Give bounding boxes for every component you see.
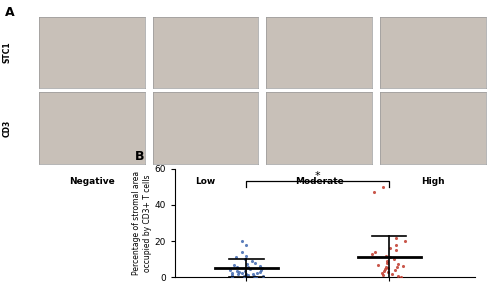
Point — [234, 272, 242, 277]
Point — [257, 268, 265, 273]
Point — [246, 267, 254, 272]
Text: Low: Low — [196, 177, 216, 186]
Point — [242, 243, 250, 247]
Text: B: B — [135, 150, 144, 163]
Point — [235, 270, 243, 274]
Point — [386, 246, 394, 251]
Point — [372, 250, 380, 254]
Point — [238, 271, 246, 275]
Point — [381, 267, 389, 272]
Point — [250, 274, 258, 278]
Point — [378, 184, 386, 189]
Point — [242, 253, 250, 258]
Text: Moderate: Moderate — [295, 177, 344, 186]
Point — [382, 253, 390, 258]
Point — [251, 261, 259, 265]
Point — [259, 273, 267, 278]
Point — [374, 263, 382, 267]
Point — [243, 261, 251, 266]
Point — [248, 259, 256, 263]
Point — [394, 273, 402, 278]
Point — [228, 275, 236, 279]
Point — [379, 272, 387, 277]
Point — [390, 268, 398, 273]
Point — [248, 271, 256, 276]
Point — [384, 270, 392, 274]
Point — [393, 265, 401, 270]
Point — [253, 271, 261, 276]
Y-axis label: Percentage of stromal area
occupied by CD3+ T cells: Percentage of stromal area occupied by C… — [132, 171, 152, 275]
Point — [226, 267, 234, 272]
Point — [392, 235, 400, 240]
Point — [370, 190, 378, 194]
Point — [397, 274, 405, 279]
Text: High: High — [422, 177, 445, 186]
Point — [244, 273, 252, 277]
Point — [244, 264, 252, 269]
Point — [228, 270, 235, 275]
Text: STC1: STC1 — [2, 41, 12, 63]
Point — [252, 274, 260, 279]
Point — [256, 269, 264, 274]
Point — [242, 272, 250, 277]
Text: CD3: CD3 — [2, 119, 12, 137]
Point — [382, 264, 390, 269]
Point — [378, 271, 386, 275]
Point — [390, 257, 398, 262]
Point — [233, 265, 241, 270]
Point — [242, 273, 250, 277]
Text: *: * — [315, 170, 320, 180]
Point — [388, 271, 396, 276]
Point — [238, 250, 246, 254]
Point — [256, 263, 264, 268]
Point — [380, 269, 388, 273]
Point — [383, 259, 391, 263]
Text: A: A — [5, 6, 15, 19]
Point — [232, 255, 240, 260]
Point — [232, 269, 240, 273]
Point — [382, 261, 390, 265]
Point — [392, 243, 400, 247]
Point — [258, 266, 266, 271]
Text: Negative: Negative — [69, 177, 115, 186]
Point — [399, 263, 407, 268]
Point — [228, 272, 236, 277]
Point — [368, 252, 376, 256]
Point — [241, 268, 249, 273]
Point — [401, 239, 409, 243]
Point — [392, 248, 400, 253]
Point — [230, 263, 238, 267]
Point — [240, 274, 248, 279]
Point — [394, 261, 402, 266]
Point — [386, 255, 394, 260]
Point — [242, 257, 250, 262]
Point — [384, 266, 392, 271]
Point — [238, 239, 246, 243]
